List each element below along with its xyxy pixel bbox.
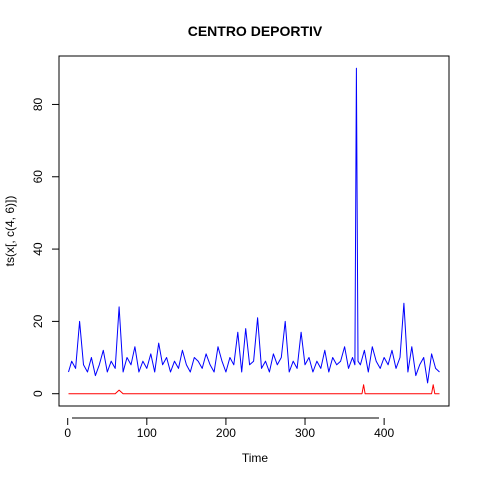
x-tick-label: 100 xyxy=(137,426,157,440)
x-tick-label: 200 xyxy=(216,426,236,440)
x-tick-label: 400 xyxy=(374,426,394,440)
series-line-2 xyxy=(68,384,440,395)
series-line-1 xyxy=(68,67,440,384)
y-tick-label: 40 xyxy=(31,242,45,256)
y-tick-label: 20 xyxy=(31,314,45,328)
x-axis: 0 100 200 300 400 xyxy=(64,417,394,440)
y-axis: 0 20 40 60 80 xyxy=(31,97,60,397)
y-axis-label: ts(x[, c(4, 6)]) xyxy=(3,196,17,267)
plot-frame xyxy=(58,55,450,407)
x-tick-label: 0 xyxy=(64,426,71,440)
y-tick-label: 0 xyxy=(31,390,45,397)
y-tick-label: 80 xyxy=(31,97,45,111)
x-tick-label: 300 xyxy=(295,426,315,440)
y-tick-label: 60 xyxy=(31,170,45,184)
series-layer xyxy=(68,67,440,395)
chart-title: CENTRO DEPORTIV xyxy=(188,23,323,39)
x-axis-label: Time xyxy=(242,451,269,465)
